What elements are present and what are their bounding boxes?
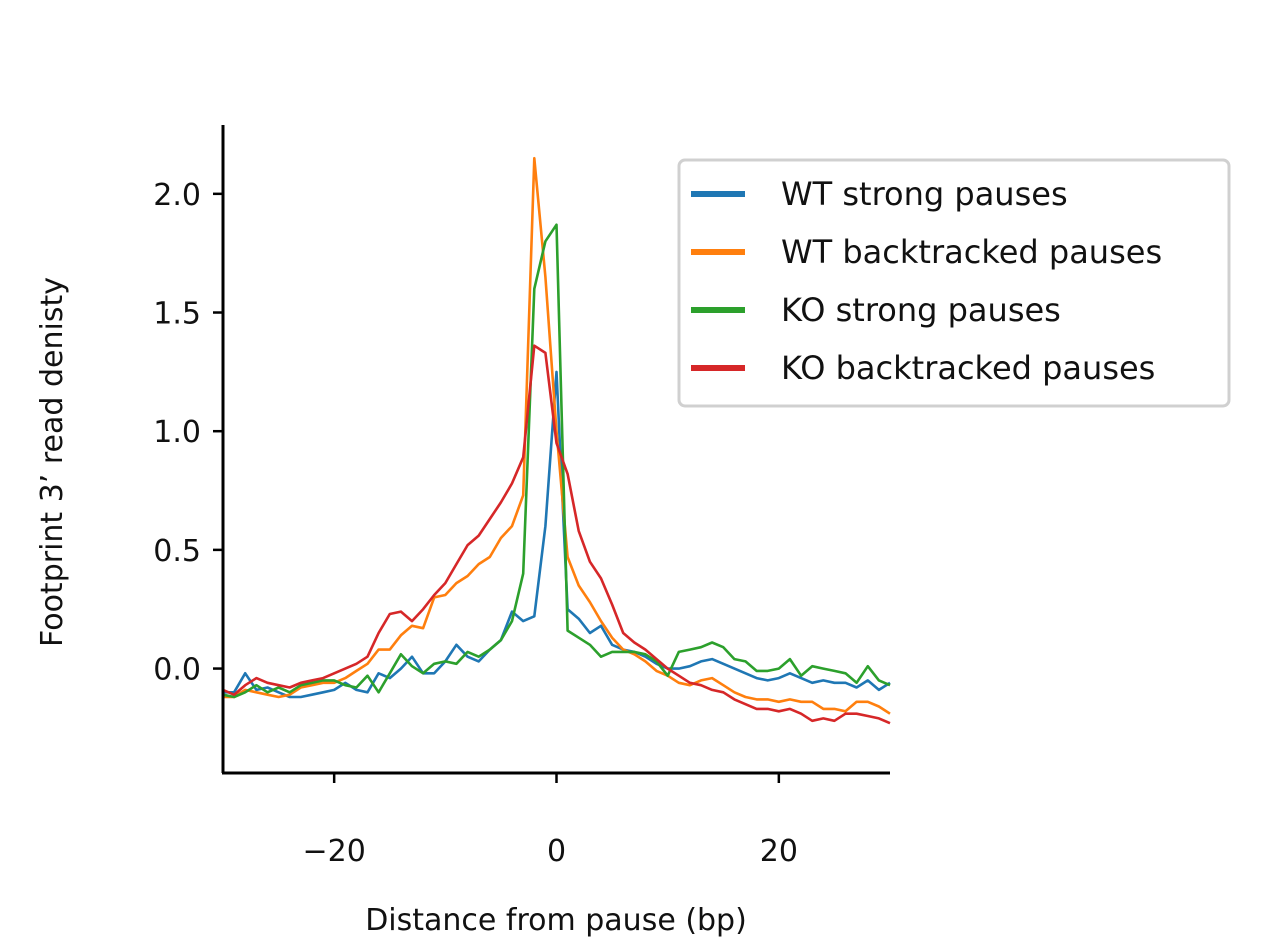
y-tick-label: 1.5 — [153, 297, 201, 332]
legend: WT strong pauses WT backtracked pauses KO … — [677, 158, 1231, 408]
x-axis-title: Distance from pause (bp) — [365, 903, 747, 938]
series-line-2 — [223, 156, 891, 715]
series-lines — [222, 156, 891, 725]
legend-label-2: WT backtracked pauses — [781, 233, 1162, 271]
legend-frame — [677, 158, 1231, 408]
y-axis-ticks: 0.0 0.5 1.0 1.5 2.0 — [153, 178, 223, 688]
legend-label-4: KO backtracked pauses — [781, 349, 1155, 387]
y-tick-label: 0.5 — [153, 534, 201, 569]
y-axis-title: Footprint 3’ read denisty — [35, 277, 70, 647]
series-line-1 — [223, 370, 891, 699]
x-tick-label: 0 — [547, 834, 566, 869]
x-tick-label: −20 — [303, 834, 366, 869]
legend-label-3: KO strong pauses — [781, 291, 1061, 329]
y-tick-label: 2.0 — [153, 178, 201, 213]
y-tick-label: 1.0 — [153, 415, 201, 450]
y-tick-label: 0.0 — [153, 653, 201, 688]
legend-label-1: WT strong pauses — [781, 175, 1068, 213]
x-tick-label: 20 — [760, 834, 798, 869]
series-line-4 — [222, 344, 891, 725]
series-line-3 — [222, 223, 891, 699]
x-axis-ticks: −20 0 20 — [303, 773, 798, 869]
